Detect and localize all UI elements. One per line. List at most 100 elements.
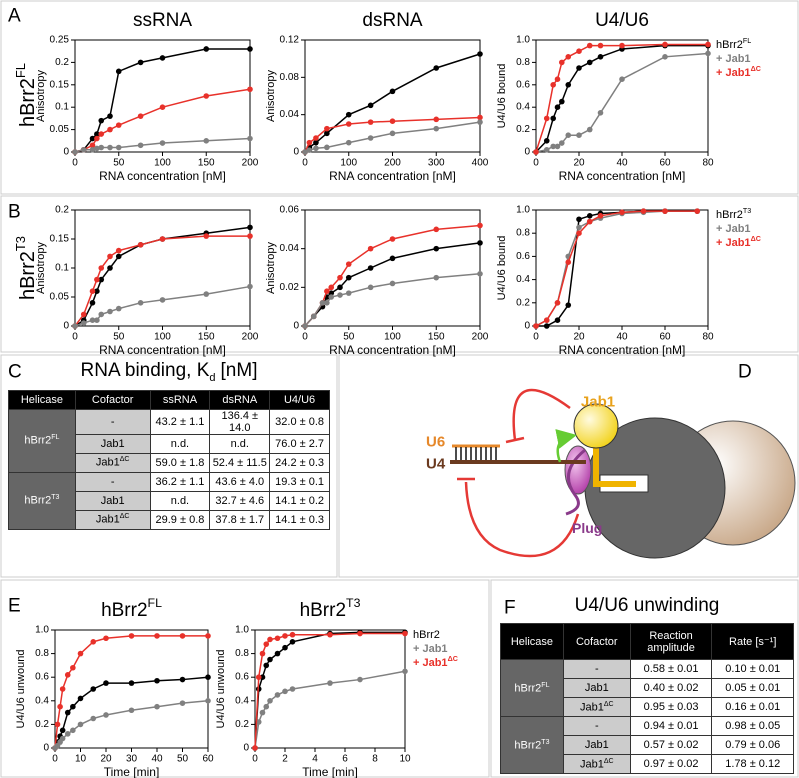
data-point <box>64 672 71 678</box>
data-point <box>554 317 561 324</box>
data-point <box>255 674 262 680</box>
diagram: Jab1 U6 U4 Plug <box>426 388 796 559</box>
legend-entry-text: hBrr2 <box>716 209 743 221</box>
data-point <box>550 143 556 150</box>
y-tick-label: 1.0 <box>516 35 530 46</box>
x-axis-label: Time [min] <box>104 765 160 778</box>
data-point <box>576 65 582 71</box>
data-point <box>662 208 668 214</box>
table-row: hBrr2T3 - 0.94 ± 0.01 0.98 ± 0.05 <box>500 716 794 774</box>
cofactor-name: Jab1 <box>584 739 609 751</box>
y-tick-label: 1.0 <box>516 205 530 216</box>
data-point <box>94 135 100 142</box>
legend-entry: hBrr2T3 <box>716 207 751 221</box>
data-point <box>90 639 97 645</box>
table-row: Jab1 n.d. 32.7 ± 4.6 14.1 ± 0.2 <box>9 490 330 511</box>
data-point <box>64 731 71 737</box>
y-tick-label: 0.08 <box>280 72 300 83</box>
x-tick-label: 80 <box>702 158 714 169</box>
plug-label: Plug <box>572 520 602 536</box>
data-point <box>252 745 258 751</box>
data-point <box>90 686 97 692</box>
data-point <box>70 664 76 671</box>
y-tick-label: 0.6 <box>516 79 530 90</box>
helicase-cell: hBrr2T3 <box>8 471 76 530</box>
x-tick-label: 10 <box>75 754 87 765</box>
data-point <box>597 213 604 219</box>
data-point <box>70 703 76 710</box>
y-tick-label: 0.05 <box>50 292 70 303</box>
fit-line <box>74 226 251 327</box>
chart-title-text: U4/U6 <box>595 10 649 31</box>
x-tick-label: 0 <box>72 332 78 343</box>
y-tick-label: 0.8 <box>516 57 530 68</box>
x-tick-label: 50 <box>343 332 355 343</box>
plot-frame <box>535 39 709 153</box>
cofactor-cell: - <box>74 471 151 492</box>
data-point <box>80 320 87 326</box>
value-cell: 0.16 ± 0.01 <box>711 697 794 717</box>
data-point <box>619 42 625 49</box>
cofactor-cell: Jab1 <box>74 490 151 511</box>
data-point <box>159 297 166 303</box>
legend-entry-sup: T3 <box>743 207 751 215</box>
data-point <box>98 311 105 318</box>
cofactor-name: - <box>594 663 599 675</box>
helicase-sup: T3 <box>51 494 60 502</box>
header-cell: U4/U6 <box>269 389 330 410</box>
fit-line <box>535 210 698 327</box>
x-tick-label: 50 <box>113 332 125 343</box>
data-point <box>597 54 604 60</box>
value-cell: 32.0 ± 0.8 <box>269 408 330 435</box>
data-point <box>107 308 113 315</box>
legend-entry-text: + Jab1 <box>716 53 751 65</box>
data-point <box>89 317 96 324</box>
y-tick-label: 0.8 <box>235 648 249 659</box>
legend-entry: hBrr2FL <box>716 37 751 51</box>
data-point <box>559 140 565 146</box>
legend-entry-text: + Jab1 <box>716 223 751 235</box>
data-point <box>259 709 266 716</box>
cofactor-name: Jab1 <box>95 514 120 527</box>
data-point <box>367 284 374 291</box>
x-tick-label: 40 <box>616 158 628 169</box>
data-point <box>550 115 556 122</box>
data-point <box>94 145 100 152</box>
cofactor-name: - <box>110 475 115 488</box>
data-point <box>274 635 281 642</box>
legend-entry-sup: FL <box>743 37 751 45</box>
x-tick-label: 100 <box>384 332 401 343</box>
chart-title: ssRNA <box>133 10 192 31</box>
y-tick-label: 0.6 <box>235 672 249 683</box>
data-point <box>203 46 210 52</box>
cofactor-cell: - <box>562 716 631 736</box>
data-point <box>289 639 296 645</box>
x-tick-label: 100 <box>154 332 171 343</box>
x-tick-label: 200 <box>472 332 489 343</box>
x-tick-label: 80 <box>702 332 714 343</box>
data-point <box>89 300 96 306</box>
plot-frame <box>54 629 209 749</box>
row-label-sup: FL <box>13 63 28 78</box>
data-point <box>247 46 253 52</box>
legend-entry: + Jab1ΔC <box>716 235 761 249</box>
cofactor-cell: Jab1 <box>562 735 631 755</box>
chart-title: hBrr2T3 <box>300 596 361 621</box>
data-point <box>345 121 352 127</box>
legend-entry: hBrr2 <box>413 629 440 641</box>
data-point <box>159 55 166 61</box>
data-point <box>433 65 440 71</box>
table-panel: RNA binding, Kd [nM] Helicase Cofactor ssRNA… <box>8 360 330 530</box>
y-tick-label: 0.12 <box>280 35 300 46</box>
legend-entry: + Jab1 <box>413 643 448 655</box>
y-tick-label: 0.2 <box>35 719 49 730</box>
data-point <box>159 140 166 146</box>
data-point <box>597 110 604 116</box>
data-point <box>115 253 122 260</box>
row-label-text: hBrr2 <box>17 78 39 127</box>
data-point <box>477 222 483 229</box>
header-cell: ssRNA <box>149 389 211 410</box>
fit-line <box>254 631 405 749</box>
y-tick-label: 0.4 <box>516 274 530 285</box>
